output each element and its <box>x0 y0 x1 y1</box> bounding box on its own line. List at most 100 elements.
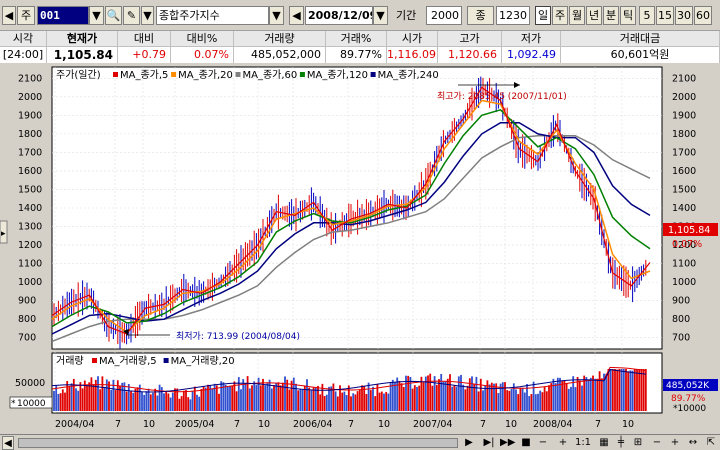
name-dropdown-button[interactable]: ▼ <box>269 6 284 25</box>
period-button-30[interactable]: 30 <box>675 6 693 25</box>
volume-bar <box>187 397 190 411</box>
quote-volume-pct: 89.77% <box>326 47 387 63</box>
volume-bar <box>229 385 231 411</box>
volume-bar <box>530 394 533 411</box>
x-axis-label: 2004/04 <box>55 419 94 430</box>
period-button-day[interactable]: 일 <box>535 6 551 25</box>
volume-bar <box>103 386 106 411</box>
zoom-level-label[interactable]: 1:1 <box>574 437 592 448</box>
quote-table: 시각 현재가 대비 대비% 거래량 거래% 시가 고가 저가 거래대금 [24:… <box>0 31 720 63</box>
period-button-15[interactable]: 15 <box>656 6 674 25</box>
volume-bar <box>418 385 421 411</box>
market-selector[interactable]: 주 <box>17 6 35 25</box>
count-input[interactable]: 1230 <box>496 6 530 25</box>
scroll-thumb[interactable] <box>19 439 457 447</box>
code-dropdown-button[interactable]: ▼ <box>89 6 104 25</box>
price-axis-left-label: 900 <box>18 296 36 307</box>
period-button-tick[interactable]: 틱 <box>620 6 636 25</box>
stop-button[interactable]: ■ <box>521 437 531 448</box>
price-legend-swatch <box>171 72 177 77</box>
stock-code-input[interactable]: 001 <box>37 6 89 25</box>
price-legend-swatch <box>299 72 305 77</box>
volume-bar <box>158 384 161 411</box>
period-button-week[interactable]: 주 <box>552 6 568 25</box>
price-legend-swatch <box>235 72 241 77</box>
scroll-first-button[interactable]: ◀ <box>2 436 14 450</box>
volume-bar <box>616 369 619 411</box>
toolbar: ◀ 주 001 ▼ 🔍 ✎ ▼ 종합주가지수 ▼ ◀ 2008/12/09 ▼ … <box>0 0 720 31</box>
count-icon-button[interactable]: 종 <box>467 6 494 25</box>
pin-button[interactable]: ╪ <box>614 436 628 450</box>
volume-bar <box>101 376 104 411</box>
side-panel-toggle[interactable] <box>0 220 8 244</box>
price-axis-left-label: 2100 <box>18 73 42 84</box>
quote-high: 1,120.66 <box>438 47 502 63</box>
period-button-month[interactable]: 월 <box>569 6 585 25</box>
expand-button[interactable]: ↔ <box>688 437 698 448</box>
volume-bar <box>310 390 313 411</box>
period-button-60[interactable]: 60 <box>694 6 712 25</box>
fast-forward-button[interactable]: ▶▶ <box>500 437 516 448</box>
volume-bar <box>325 394 328 411</box>
price-axis-left-label: 1400 <box>18 203 42 214</box>
volume-bar <box>308 387 311 411</box>
volume-bar <box>374 396 377 411</box>
volume-bar <box>611 369 614 411</box>
volume-bar <box>618 369 621 411</box>
period-input[interactable]: 2000 <box>426 6 462 25</box>
prev-date-button[interactable]: ◀ <box>289 6 304 25</box>
volume-bar <box>264 385 267 411</box>
settings-button[interactable]: ▦ <box>597 436 611 450</box>
quote-change: +0.79 <box>118 47 171 63</box>
date-dropdown-button[interactable]: ▼ <box>373 6 388 25</box>
volume-axis-top: 50000 <box>15 378 45 389</box>
quote-open: 1,116.09 <box>387 47 438 63</box>
period-button-year[interactable]: 년 <box>586 6 602 25</box>
ma-line <box>51 86 651 335</box>
minus-button[interactable]: − <box>652 437 662 448</box>
scroll-track[interactable] <box>18 438 458 448</box>
volume-bar <box>620 369 623 411</box>
volume-bar <box>614 369 616 411</box>
volume-bar <box>185 390 187 411</box>
volume-bar <box>79 382 82 411</box>
volume-bar <box>284 376 286 411</box>
volume-bar <box>431 385 434 411</box>
search-button[interactable]: 🔍 <box>105 6 122 25</box>
volume-bar <box>288 389 291 411</box>
volume-bar <box>262 378 264 411</box>
quote-header-volume-pct: 거래% <box>326 31 387 47</box>
scroll-end-button[interactable]: ▶| <box>483 437 495 448</box>
price-axis-left-label: 1700 <box>18 147 42 158</box>
volume-legend-swatch <box>92 358 97 363</box>
price-axis-right-label: 1600 <box>672 166 696 177</box>
fullscreen-button[interactable]: ⇱ <box>706 437 716 448</box>
chart-area[interactable]: ▸ 700 700 800 800 900 900 1000 1000 1100 1100 1200… <box>0 63 720 435</box>
quote-header-open: 시가 <box>387 31 438 47</box>
volume-bar <box>231 385 234 411</box>
volume-bar <box>424 376 427 411</box>
volume-bar <box>409 376 412 411</box>
zoom-in-button[interactable]: + <box>558 437 568 448</box>
price-axis-right-label: 1900 <box>672 110 696 121</box>
memo-button[interactable]: ✎ <box>123 6 140 25</box>
price-axis-left-label: 1000 <box>18 277 42 288</box>
volume-bar <box>486 380 489 411</box>
volume-bar <box>499 383 502 411</box>
memo-dropdown-button[interactable]: ▼ <box>141 6 154 25</box>
zoom-out-button[interactable]: − <box>538 437 548 448</box>
volume-bar <box>440 373 443 411</box>
price-axis-right-label: 2000 <box>672 92 696 103</box>
volume-bar <box>160 387 163 411</box>
stock-chart-svg[interactable]: ▸ 700 700 800 800 900 900 1000 1000 1100 1100 1200… <box>0 63 720 435</box>
scroll-right-button[interactable]: ▶ <box>465 437 473 448</box>
split-button[interactable]: ⊞ <box>631 436 645 450</box>
date-input[interactable]: 2008/12/09 <box>305 6 373 25</box>
price-axis-right-label: 1500 <box>672 184 696 195</box>
scroll-left-button[interactable]: ◀ <box>2 6 16 25</box>
period-button-minute[interactable]: 분 <box>603 6 619 25</box>
volume-bar <box>196 394 198 411</box>
volume-bar <box>86 385 88 411</box>
period-button-5[interactable]: 5 <box>639 6 655 25</box>
plus-button[interactable]: + <box>670 437 680 448</box>
